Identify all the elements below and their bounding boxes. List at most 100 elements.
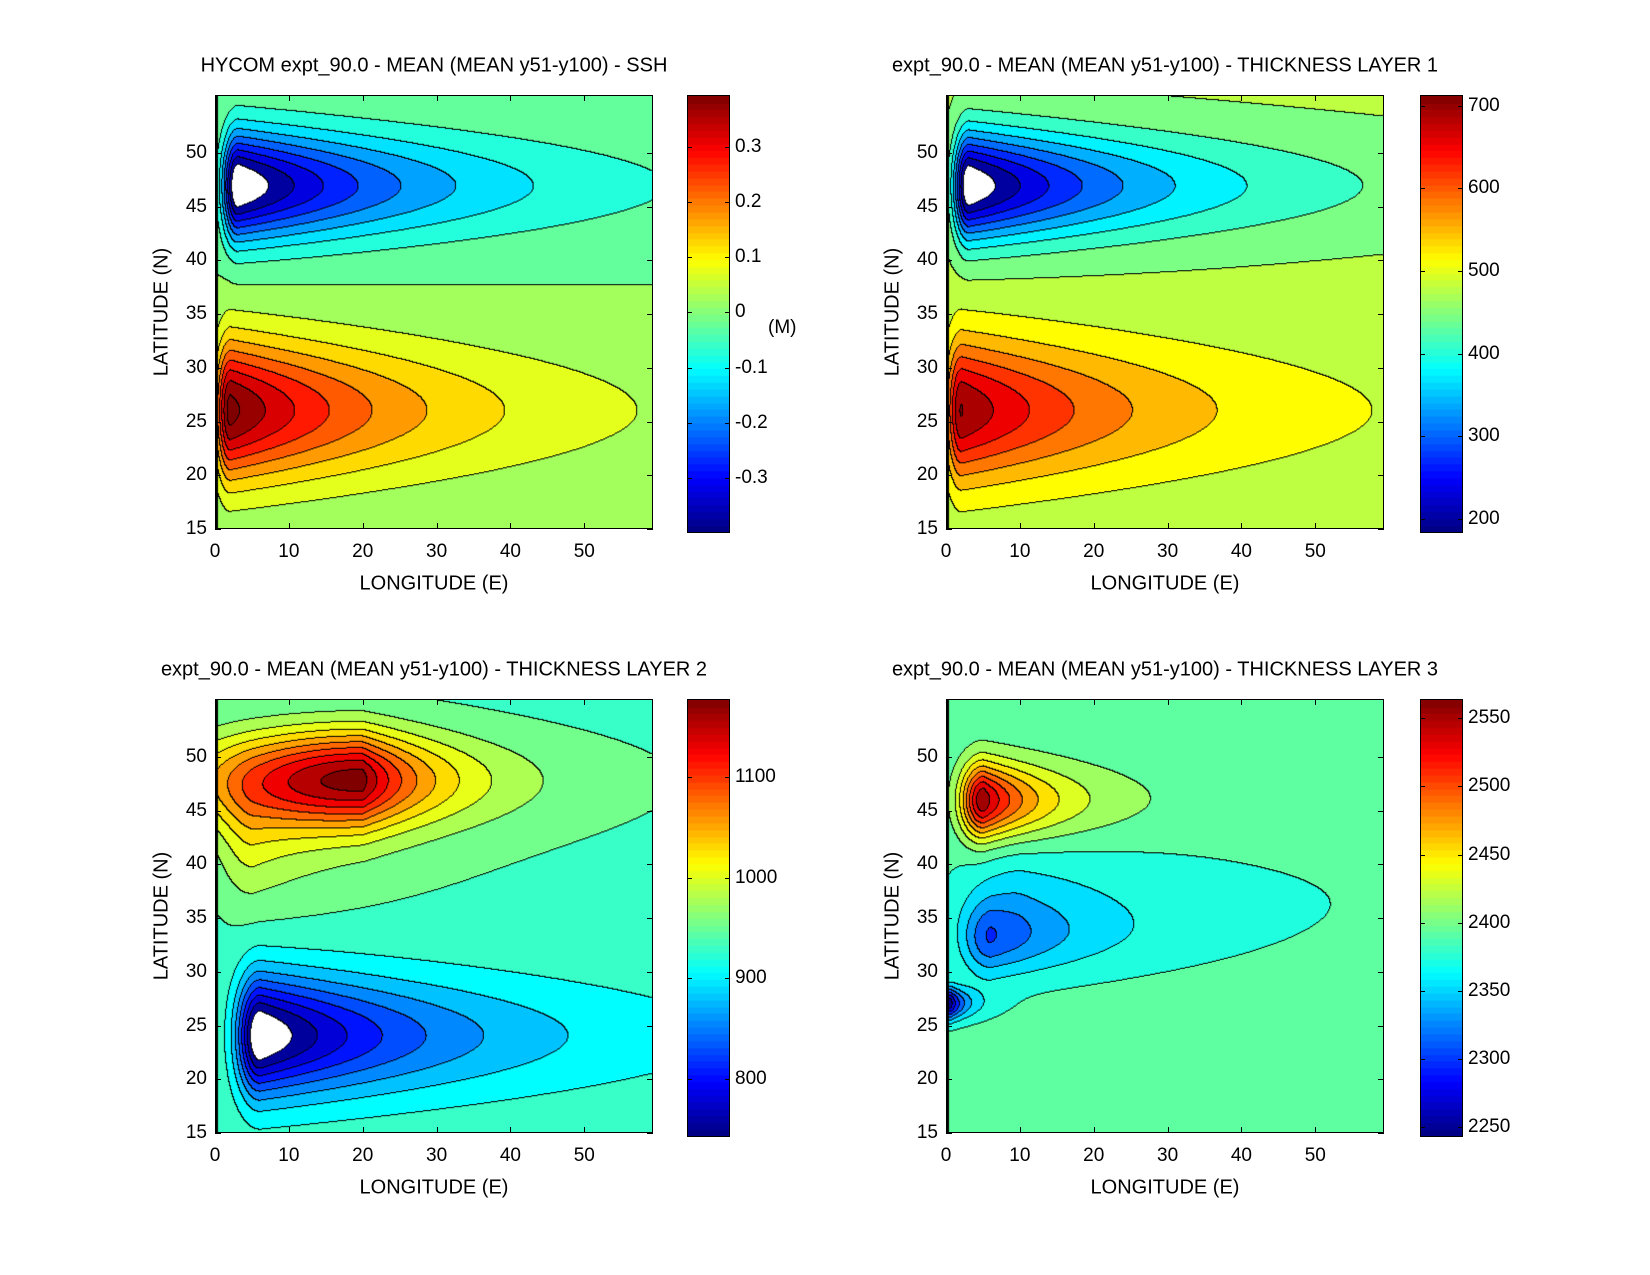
colorbar-tick (687, 477, 692, 479)
y-tick (1378, 1025, 1384, 1027)
y-tick-label: 15 (916, 1122, 938, 1143)
x-tick (1093, 1127, 1095, 1133)
x-tick-label: 50 (1304, 1145, 1326, 1166)
colorbar-tick (1458, 718, 1463, 720)
y-tick-label: 20 (185, 1068, 207, 1090)
x-tick (584, 1127, 586, 1133)
y-tick-label: 15 (185, 518, 207, 539)
colorbar-tick (725, 1078, 730, 1080)
x-tick-label: 10 (278, 1145, 300, 1166)
x-tick (584, 523, 586, 529)
colorbar-tick-label: 900 (735, 967, 767, 989)
y-tick (1378, 810, 1384, 812)
chart-title: expt_90.0 - MEAN (MEAN y51-y100) - THICK… (160, 658, 708, 681)
y-tick (1378, 206, 1384, 208)
x-tick (510, 95, 512, 101)
x-tick (1093, 95, 1095, 101)
colorbar-gradient (688, 700, 729, 1136)
colorbar-tick (687, 146, 692, 148)
x-tick-label: 20 (352, 541, 374, 562)
y-tick (946, 864, 952, 866)
x-tick (1315, 95, 1317, 101)
colorbar-tick-label: 2400 (1468, 911, 1511, 933)
colorbar-tick (725, 477, 730, 479)
y-tick-label: 35 (916, 303, 938, 325)
x-tick (510, 1127, 512, 1133)
colorbar-tick (1458, 188, 1463, 190)
x-tick-label: 50 (1304, 541, 1326, 562)
colorbar-tick-label: 0.2 (735, 191, 762, 213)
y-tick (647, 864, 653, 866)
y-tick (215, 864, 221, 866)
y-tick (946, 1079, 952, 1081)
y-tick (215, 260, 221, 262)
y-tick (215, 810, 221, 812)
x-tick (1241, 1127, 1243, 1133)
x-tick-label: 0 (940, 1145, 952, 1166)
x-tick (215, 523, 216, 529)
y-tick-label: 40 (185, 853, 207, 875)
colorbar-tick-label: 2300 (1468, 1048, 1511, 1070)
colorbar-tick (1458, 271, 1463, 273)
chart-title: expt_90.0 - MEAN (MEAN y51-y100) - THICK… (891, 658, 1439, 681)
colorbar-tick-label: 300 (1468, 425, 1500, 447)
y-tick (215, 529, 221, 530)
y-tick-label: 15 (185, 1122, 207, 1143)
y-tick (1378, 757, 1384, 758)
colorbar-tick (1458, 1059, 1463, 1061)
y-tick (946, 810, 952, 812)
colorbar-tick (725, 312, 730, 314)
colorbar-tick (1420, 854, 1425, 856)
colorbar-tick (1458, 922, 1463, 924)
y-tick-label: 45 (185, 195, 207, 217)
x-tick-label: 40 (1230, 541, 1253, 562)
plot-area (946, 95, 1384, 529)
y-tick-label: 50 (916, 746, 938, 767)
colorbar-tick-label: 1100 (735, 766, 776, 788)
y-tick (1378, 475, 1384, 477)
chart-title: expt_90.0 - MEAN (MEAN y51-y100) - THICK… (891, 54, 1439, 77)
colorbar-tick (1420, 718, 1425, 720)
x-tick-label: 0 (940, 541, 952, 562)
x-tick (1019, 523, 1021, 529)
colorbar-tick (1420, 1127, 1425, 1129)
colorbar-tick-label: 0 (735, 301, 746, 323)
y-tick (946, 206, 952, 208)
y-axis-label: LATITUDE (N) (881, 247, 904, 377)
y-tick (647, 260, 653, 262)
y-tick (1378, 529, 1384, 530)
x-tick-label: 30 (1157, 1145, 1179, 1166)
y-tick (1378, 918, 1384, 920)
colorbar-tick (1458, 991, 1463, 992)
x-tick (1167, 699, 1169, 705)
x-tick (1241, 523, 1243, 529)
colorbar (687, 95, 730, 533)
y-tick (1378, 153, 1384, 154)
y-tick-label: 40 (916, 853, 938, 875)
y-axis-label: LATITUDE (N) (150, 247, 173, 377)
y-tick (946, 475, 952, 477)
y-tick (946, 918, 952, 920)
x-tick-label: 30 (426, 541, 448, 562)
x-tick (946, 95, 947, 101)
colorbar-tick (725, 877, 730, 879)
y-tick-label: 30 (916, 960, 938, 982)
colorbar-tick (725, 146, 730, 148)
x-tick (362, 1127, 364, 1133)
y-tick-label: 25 (185, 410, 207, 432)
colorbar-tick (1458, 786, 1463, 788)
plot-area (215, 95, 653, 529)
y-tick (946, 1133, 952, 1134)
y-tick (1378, 971, 1384, 973)
x-tick (436, 1127, 438, 1133)
y-tick (215, 475, 221, 477)
chart-title: HYCOM expt_90.0 - MEAN (MEAN y51-y100) -… (200, 54, 668, 77)
colorbar-tick (1420, 188, 1425, 190)
y-tick (1378, 260, 1384, 262)
colorbar-tick (1458, 436, 1463, 438)
x-tick (362, 699, 364, 705)
y-tick (946, 367, 952, 369)
x-tick (1167, 95, 1169, 101)
colorbar-tick (1420, 922, 1425, 924)
y-tick (946, 1025, 952, 1027)
